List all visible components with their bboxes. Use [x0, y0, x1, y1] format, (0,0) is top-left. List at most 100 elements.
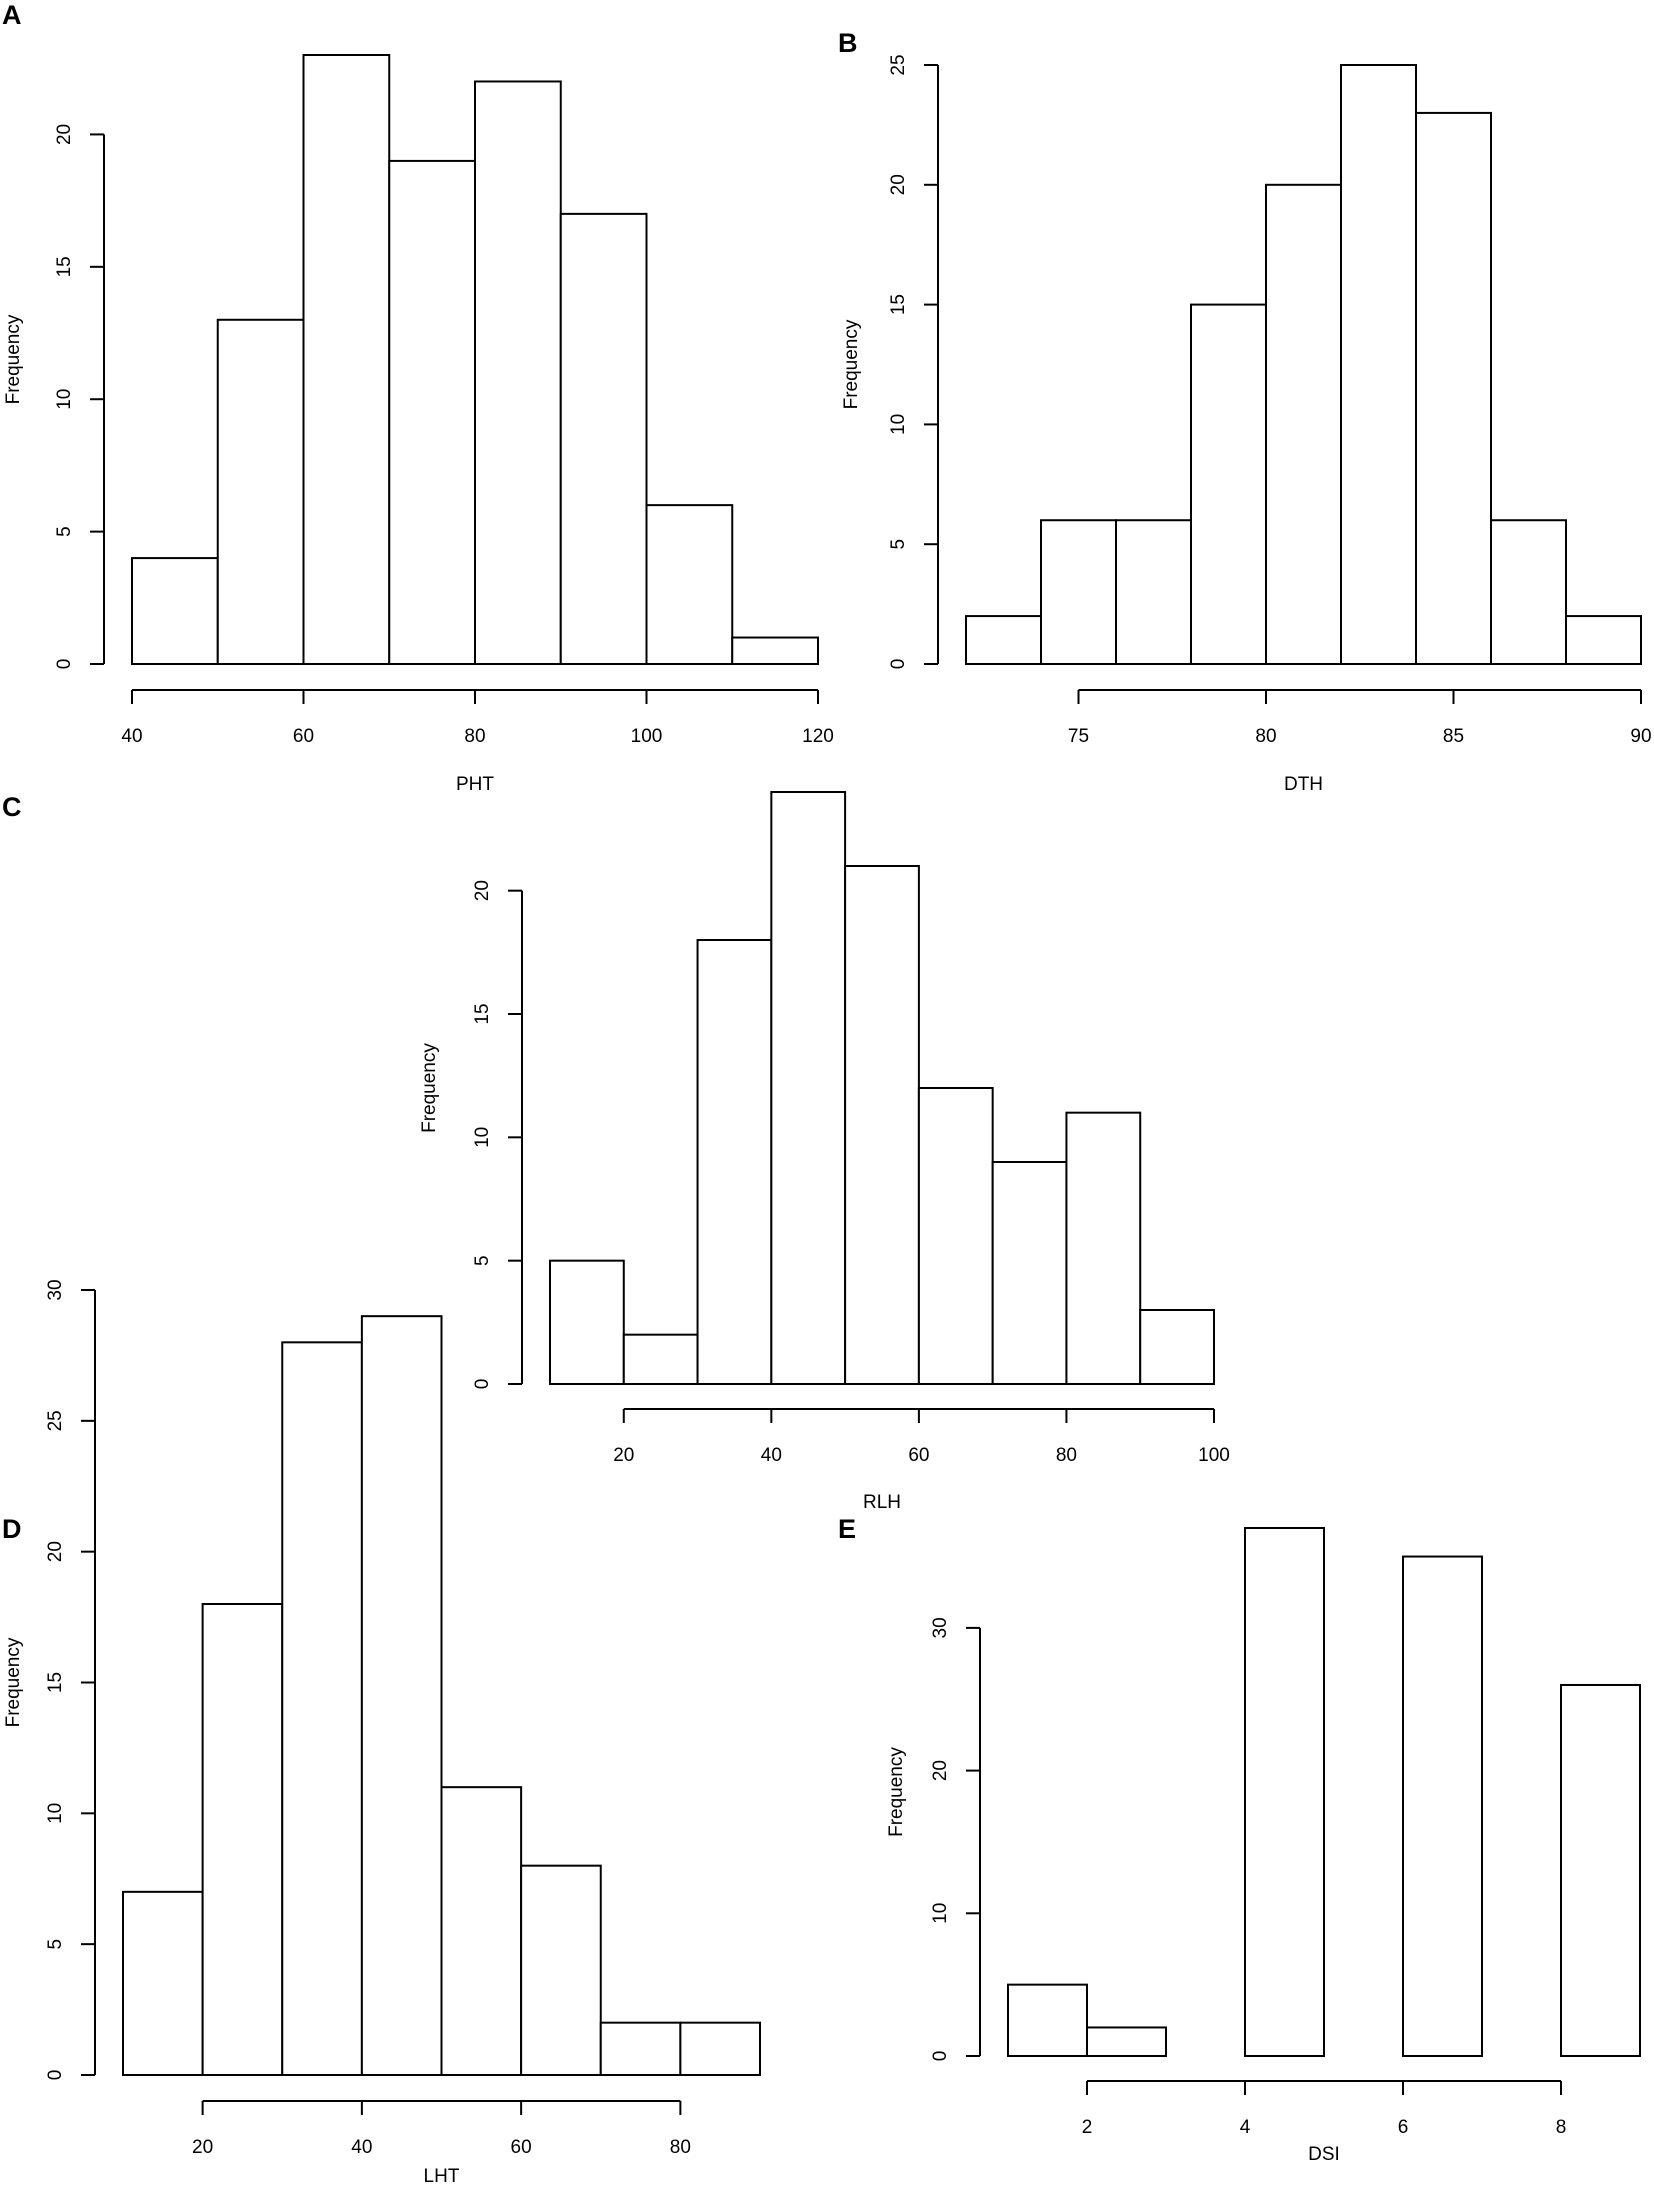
panel-d-x-tick-label-2: 60 — [511, 2137, 532, 2158]
panel-d-x-tick-label-1: 40 — [351, 2137, 372, 2158]
panel-a-bar-5 — [559, 212, 648, 665]
panel-b-x-tick-label-1: 80 — [1255, 726, 1276, 747]
panel-a-y-tick-label-1: 5 — [54, 526, 75, 537]
panel-c-y-tick-label-2: 10 — [472, 1127, 493, 1148]
panel-a-bar-6 — [645, 504, 734, 665]
panel-e-x-axis-title: DSI — [1308, 2144, 1340, 2165]
panel-b-letter: B — [838, 28, 858, 58]
panel-e-bar-3 — [1244, 1527, 1325, 2057]
panel-c-bar-1 — [622, 1333, 699, 1385]
panel-e-y-tick-label-1: 10 — [930, 1903, 951, 1924]
panel-c-x-tick-label-0: 20 — [613, 1445, 634, 1466]
panel-c-bar-2 — [696, 939, 773, 1385]
panel-c-y-tick-label-3: 15 — [472, 1003, 493, 1024]
panel-b-x-tick-label-3: 90 — [1630, 726, 1651, 747]
panel-a-x-tick-label-1: 60 — [293, 726, 314, 747]
panel-d-y-tick-label-6: 30 — [45, 1279, 66, 1300]
panel-c-bar-0 — [549, 1259, 625, 1385]
panel-e-bar-7 — [1560, 1683, 1641, 2058]
panel-c-x-tick-label-3: 80 — [1056, 1445, 1077, 1466]
panel-d-y-tick-label-5: 25 — [45, 1410, 66, 1431]
panel-b-x-tick-label-0: 75 — [1068, 726, 1089, 747]
panel-d-y-tick-label-2: 10 — [45, 1803, 66, 1824]
panel-a-bar-0 — [131, 557, 219, 666]
panel-d-histogram: D 20 40 60 80 0 5 10 15 20 25 30 LHT Frequency — [2, 1279, 761, 2187]
panel-e-x-tick-label-0: 2 — [1082, 2117, 1093, 2138]
panel-b-histogram: B 75 80 85 90 0 5 10 15 20 25 DTH Frequency — [838, 28, 1652, 795]
panel-e-y-tick-label-0: 0 — [930, 2051, 951, 2062]
panel-b-y-tick-label-3: 15 — [888, 294, 909, 315]
panel-d-y-tick-label-0: 0 — [45, 2070, 66, 2081]
panel-a-bar-1 — [216, 318, 305, 665]
panel-d-x-axis-title: LHT — [424, 2166, 460, 2187]
panel-d-bar-3 — [360, 1315, 443, 2076]
panel-d-bar-2 — [281, 1341, 363, 2077]
panel-d-x-tick-label-3: 80 — [670, 2137, 691, 2158]
panel-a-histogram: A 40 60 80 100 120 0 5 10 15 20 PHT Frequency — [2, 0, 834, 795]
panel-c-bar-3 — [770, 791, 847, 1385]
panel-a-x-tick-label-2: 80 — [464, 726, 485, 747]
panel-c-x-tick-label-4: 100 — [1198, 1445, 1230, 1466]
panel-a-y-axis-title: Frequency — [3, 314, 24, 404]
panel-c-x-tick-label-1: 40 — [761, 1445, 782, 1466]
panel-b-x-tick-label-2: 85 — [1443, 726, 1464, 747]
panel-e-letter: E — [838, 1514, 856, 1544]
panel-a-y-tick-label-2: 10 — [54, 389, 75, 410]
panel-b-y-tick-label-1: 5 — [888, 539, 909, 550]
panel-d-y-tick-label-3: 15 — [45, 1672, 66, 1693]
panel-e-histogram: E 2 4 6 8 0 10 20 30 DSI Frequency — [838, 1514, 1641, 2165]
panel-e-y-tick-label-2: 20 — [930, 1760, 951, 1781]
panel-b-bar-0 — [965, 615, 1042, 666]
panel-a-bar-4 — [474, 80, 562, 665]
panel-d-letter: D — [2, 1514, 22, 1544]
panel-b-bar-6 — [1415, 111, 1492, 666]
panel-b-bar-8 — [1565, 615, 1642, 666]
panel-d-bar-4 — [440, 1786, 523, 2076]
panel-a-x-tick-label-0: 40 — [121, 726, 142, 747]
panel-c-x-tick-label-2: 60 — [908, 1445, 929, 1466]
panel-a-y-tick-label-3: 15 — [54, 256, 75, 277]
panel-c-bar-6 — [991, 1161, 1068, 1385]
panel-c-bar-8 — [1139, 1309, 1215, 1385]
panel-b-bar-4 — [1265, 183, 1342, 666]
panel-a-x-axis-title: PHT — [456, 774, 494, 795]
panel-c-histogram: C 20 40 60 80 100 0 5 10 15 20 RLH Frequency — [2, 791, 1230, 1513]
panel-c-y-tick-label-1: 5 — [472, 1255, 493, 1266]
panel-e-bar-1 — [1086, 2026, 1167, 2058]
panel-c-y-tick-label-4: 20 — [472, 880, 493, 901]
panel-e-x-tick-label-1: 4 — [1240, 2117, 1251, 2138]
panel-a-letter: A — [2, 0, 22, 30]
panel-e-y-tick-label-3: 30 — [930, 1617, 951, 1638]
panel-b-bar-3 — [1190, 303, 1267, 665]
panel-c-y-axis-title: Frequency — [419, 1043, 440, 1133]
panel-d-bar-5 — [520, 1864, 602, 2076]
panel-b-bar-1 — [1040, 519, 1117, 665]
panel-a-y-tick-label-0: 0 — [54, 659, 75, 670]
panel-c-bar-4 — [844, 865, 920, 1385]
panel-c-letter: C — [2, 792, 22, 822]
panel-d-y-tick-label-1: 5 — [45, 1939, 66, 1950]
panel-e-x-tick-label-2: 6 — [1398, 2117, 1409, 2138]
panel-b-bar-2 — [1115, 519, 1192, 665]
panel-a-y-tick-label-4: 20 — [54, 124, 75, 145]
panel-e-x-tick-label-3: 8 — [1556, 2117, 1567, 2138]
panel-e-y-axis-title: Frequency — [886, 1747, 907, 1837]
panel-d-bar-7 — [679, 2021, 761, 2076]
panel-c-x-axis-title: RLH — [863, 1492, 901, 1513]
panel-b-bar-5 — [1340, 64, 1417, 665]
panel-d-bar-6 — [599, 2021, 682, 2076]
panel-d-y-axis-title: Frequency — [3, 1637, 24, 1727]
panel-b-x-axis-title: DTH — [1284, 774, 1323, 795]
panel-d-bar-1 — [201, 1603, 284, 2076]
panel-e-bar-5 — [1402, 1555, 1483, 2057]
panel-c-y-tick-label-0: 0 — [472, 1379, 493, 1390]
panel-c-bar-5 — [917, 1087, 994, 1385]
panel-b-y-tick-label-5: 25 — [888, 54, 909, 75]
panel-b-y-tick-label-0: 0 — [888, 659, 909, 670]
panel-a-x-tick-label-4: 120 — [802, 726, 834, 747]
panel-d-y-tick-label-4: 20 — [45, 1541, 66, 1562]
panel-a-bar-7 — [731, 636, 819, 665]
panel-d-bar-0 — [122, 1890, 204, 2077]
panel-a-x-tick-label-3: 100 — [631, 726, 663, 747]
